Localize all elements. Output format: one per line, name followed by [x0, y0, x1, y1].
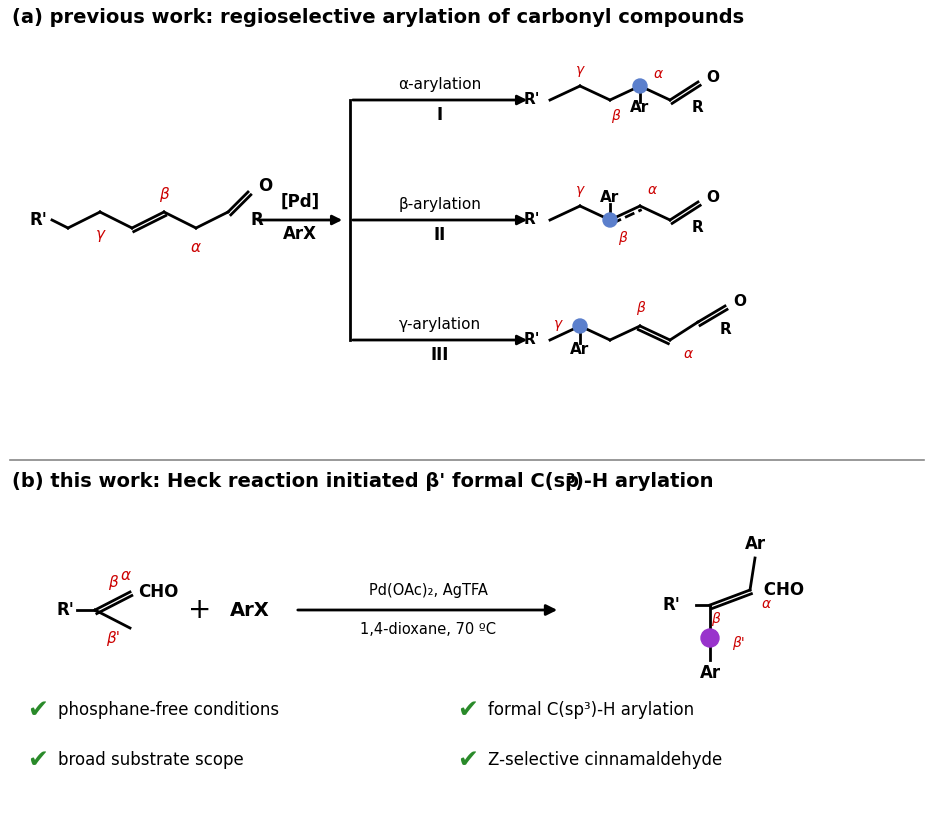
Text: α: α — [191, 240, 201, 255]
Text: R': R' — [523, 92, 540, 108]
Text: α: α — [121, 569, 131, 584]
Text: 3: 3 — [565, 472, 574, 486]
Text: R: R — [692, 101, 703, 115]
Text: Pd(OAc)₂, AgTFA: Pd(OAc)₂, AgTFA — [369, 582, 488, 597]
Text: (a) previous work: regioselective arylation of carbonyl compounds: (a) previous work: regioselective arylat… — [12, 8, 744, 27]
Text: R': R' — [29, 211, 47, 229]
Text: broad substrate scope: broad substrate scope — [58, 751, 244, 769]
Circle shape — [633, 79, 647, 93]
Text: R': R' — [662, 596, 680, 614]
Text: R': R' — [523, 333, 540, 348]
Text: β: β — [635, 301, 644, 315]
Text: Ar: Ar — [630, 101, 650, 115]
Text: β: β — [159, 186, 169, 202]
Text: β: β — [611, 109, 619, 123]
Text: 1,4-dioxane, 70 ºC: 1,4-dioxane, 70 ºC — [360, 622, 496, 638]
Text: Ar: Ar — [601, 191, 619, 206]
Text: O: O — [706, 190, 719, 204]
Text: [Pd]: [Pd] — [280, 193, 319, 211]
Text: γ: γ — [554, 317, 562, 331]
Text: II: II — [434, 226, 446, 244]
Text: Ar: Ar — [744, 535, 766, 553]
Text: O: O — [733, 293, 746, 308]
Text: CHO: CHO — [758, 581, 804, 599]
Text: α: α — [654, 67, 662, 81]
Text: ✔: ✔ — [27, 698, 49, 722]
Text: CHO: CHO — [138, 583, 178, 601]
Text: III: III — [431, 346, 449, 364]
Text: β': β' — [106, 631, 120, 645]
Text: phosphane-free conditions: phosphane-free conditions — [58, 701, 279, 719]
Text: β: β — [711, 612, 719, 626]
Text: R: R — [250, 211, 262, 229]
Circle shape — [701, 629, 719, 647]
Text: β: β — [108, 575, 118, 590]
Text: γ: γ — [576, 183, 584, 197]
Text: +: + — [189, 596, 212, 624]
Text: R': R' — [56, 601, 74, 619]
Circle shape — [603, 213, 617, 227]
Text: ArX: ArX — [283, 225, 317, 243]
Text: α: α — [684, 347, 693, 361]
Circle shape — [573, 319, 587, 333]
Text: R: R — [692, 220, 703, 235]
Text: α: α — [761, 597, 771, 611]
Text: Z-selective cinnamaldehyde: Z-selective cinnamaldehyde — [488, 751, 722, 769]
Text: O: O — [706, 70, 719, 85]
Text: α-arylation: α-arylation — [399, 77, 482, 92]
Text: γ: γ — [95, 227, 105, 242]
Text: Ar: Ar — [700, 664, 720, 682]
Text: α: α — [647, 183, 657, 197]
Text: β': β' — [731, 636, 744, 650]
Text: R: R — [720, 323, 731, 338]
Text: ✔: ✔ — [458, 748, 478, 772]
Text: (b) this work: Heck reaction initiated β' formal C(sp: (b) this work: Heck reaction initiated β… — [12, 472, 579, 491]
Text: γ: γ — [576, 63, 584, 77]
Text: β: β — [617, 231, 627, 245]
Text: R': R' — [523, 213, 540, 228]
Text: Ar: Ar — [571, 343, 589, 358]
Text: formal C(sp³)-H arylation: formal C(sp³)-H arylation — [488, 701, 694, 719]
Text: )-H arylation: )-H arylation — [575, 472, 714, 491]
Text: I: I — [437, 106, 443, 124]
Text: γ-arylation: γ-arylation — [399, 318, 481, 333]
Text: ArX: ArX — [230, 601, 270, 620]
Text: ✔: ✔ — [27, 748, 49, 772]
Text: O: O — [258, 177, 272, 195]
Text: β-arylation: β-arylation — [399, 197, 481, 213]
Text: ✔: ✔ — [458, 698, 478, 722]
